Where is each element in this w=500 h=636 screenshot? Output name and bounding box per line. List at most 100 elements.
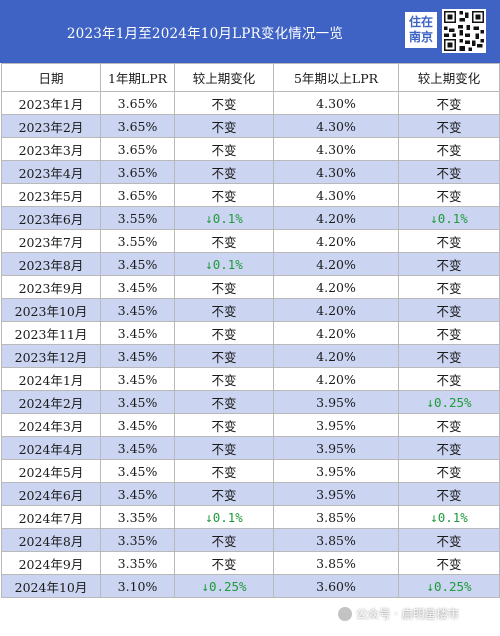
lpr-5y-cell: 3.95% bbox=[273, 436, 399, 460]
change-1y-cell: 不变 bbox=[174, 390, 274, 414]
lpr-5y-cell: 3.85% bbox=[273, 505, 399, 529]
lpr-5y-cell: 4.20% bbox=[273, 344, 399, 368]
lpr-5y-cell: 3.95% bbox=[273, 390, 399, 414]
lpr-1y-cell: 3.65% bbox=[100, 114, 175, 138]
table-row: 2023年8月 3.45% ↓0.1% 4.20% 不变 bbox=[1, 252, 500, 276]
watermark-text: 公众号 · 启明星楼市 bbox=[356, 607, 459, 621]
change-5y-cell: 不变 bbox=[398, 482, 500, 506]
date-cell: 2023年3月 bbox=[1, 137, 101, 161]
change-5y-cell: 不变 bbox=[398, 91, 500, 115]
lpr-1y-cell: 3.45% bbox=[100, 390, 175, 414]
table-row: 2024年3月 3.45% 不变 3.95% 不变 bbox=[1, 413, 500, 437]
table-row: 2023年9月 3.45% 不变 4.20% 不变 bbox=[1, 275, 500, 299]
change-1y-cell: ↓0.1% bbox=[174, 505, 274, 529]
lpr-5y-cell: 4.30% bbox=[273, 160, 399, 184]
table-row: 2023年2月 3.65% 不变 4.30% 不变 bbox=[1, 114, 500, 138]
lpr-5y-cell: 4.30% bbox=[273, 91, 399, 115]
change-5y-cell: 不变 bbox=[398, 413, 500, 437]
lpr-5y-cell: 4.20% bbox=[273, 229, 399, 253]
lpr-1y-cell: 3.35% bbox=[100, 551, 175, 575]
wechat-icon bbox=[338, 607, 352, 621]
header-banner: 2023年1月至2024年10月LPR变化情况一览 住在 南京 bbox=[0, 0, 500, 63]
column-header-5y-lpr: 5年期以上LPR bbox=[273, 63, 399, 92]
lpr-5y-cell: 4.30% bbox=[273, 183, 399, 207]
change-1y-cell: 不变 bbox=[174, 436, 274, 460]
date-cell: 2024年9月 bbox=[1, 551, 101, 575]
change-5y-cell: 不变 bbox=[398, 528, 500, 552]
change-1y-cell: 不变 bbox=[174, 229, 274, 253]
table-row: 2024年8月 3.35% 不变 3.85% 不变 bbox=[1, 528, 500, 552]
change-1y-cell: 不变 bbox=[174, 114, 274, 138]
page-title: 2023年1月至2024年10月LPR变化情况一览 bbox=[66, 25, 344, 42]
brand-logo: 住在 南京 bbox=[405, 12, 437, 48]
date-cell: 2023年6月 bbox=[1, 206, 101, 230]
change-5y-cell: 不变 bbox=[398, 275, 500, 299]
lpr-table: 日期 1年期LPR 较上期变化 5年期以上LPR 较上期变化 2023年1月 3.… bbox=[1, 63, 500, 598]
change-1y-cell: 不变 bbox=[174, 459, 274, 483]
change-5y-cell: 不变 bbox=[398, 551, 500, 575]
lpr-5y-cell: 3.85% bbox=[273, 551, 399, 575]
date-cell: 2024年1月 bbox=[1, 367, 101, 391]
lpr-5y-cell: 4.20% bbox=[273, 275, 399, 299]
table-row: 2023年1月 3.65% 不变 4.30% 不变 bbox=[1, 91, 500, 115]
date-cell: 2023年10月 bbox=[1, 298, 101, 322]
change-5y-cell: 不变 bbox=[398, 160, 500, 184]
lpr-1y-cell: 3.65% bbox=[100, 137, 175, 161]
lpr-1y-cell: 3.10% bbox=[100, 574, 175, 598]
change-1y-cell: 不变 bbox=[174, 275, 274, 299]
date-cell: 2023年2月 bbox=[1, 114, 101, 138]
date-cell: 2023年8月 bbox=[1, 252, 101, 276]
qr-code-icon bbox=[442, 9, 486, 53]
lpr-1y-cell: 3.45% bbox=[100, 459, 175, 483]
lpr-5y-cell: 4.20% bbox=[273, 367, 399, 391]
lpr-1y-cell: 3.55% bbox=[100, 229, 175, 253]
change-5y-cell: ↓0.1% bbox=[398, 206, 500, 230]
change-1y-cell: 不变 bbox=[174, 528, 274, 552]
lpr-5y-cell: 3.95% bbox=[273, 482, 399, 506]
change-1y-cell: 不变 bbox=[174, 413, 274, 437]
lpr-1y-cell: 3.45% bbox=[100, 252, 175, 276]
change-1y-cell: ↓0.1% bbox=[174, 206, 274, 230]
change-5y-cell: 不变 bbox=[398, 252, 500, 276]
table-row: 2024年1月 3.45% 不变 4.20% 不变 bbox=[1, 367, 500, 391]
lpr-1y-cell: 3.65% bbox=[100, 160, 175, 184]
column-header-5y-change: 较上期变化 bbox=[398, 63, 500, 92]
table-row: 2024年9月 3.35% 不变 3.85% 不变 bbox=[1, 551, 500, 575]
lpr-1y-cell: 3.55% bbox=[100, 206, 175, 230]
change-1y-cell: 不变 bbox=[174, 298, 274, 322]
date-cell: 2023年11月 bbox=[1, 321, 101, 345]
table-row: 2024年10月 3.10% ↓0.25% 3.60% ↓0.25% bbox=[1, 574, 500, 598]
change-1y-cell: ↓0.25% bbox=[174, 574, 274, 598]
date-cell: 2024年4月 bbox=[1, 436, 101, 460]
change-5y-cell: 不变 bbox=[398, 344, 500, 368]
table-row: 2024年4月 3.45% 不变 3.95% 不变 bbox=[1, 436, 500, 460]
table-row: 2023年3月 3.65% 不变 4.30% 不变 bbox=[1, 137, 500, 161]
change-5y-cell: ↓0.25% bbox=[398, 574, 500, 598]
lpr-5y-cell: 4.20% bbox=[273, 252, 399, 276]
change-1y-cell: 不变 bbox=[174, 91, 274, 115]
lpr-1y-cell: 3.45% bbox=[100, 298, 175, 322]
date-cell: 2024年5月 bbox=[1, 459, 101, 483]
date-cell: 2023年5月 bbox=[1, 183, 101, 207]
column-header-date: 日期 bbox=[1, 63, 101, 92]
table-row: 2023年10月 3.45% 不变 4.20% 不变 bbox=[1, 298, 500, 322]
lpr-5y-cell: 3.85% bbox=[273, 528, 399, 552]
column-header-1y-change: 较上期变化 bbox=[174, 63, 274, 92]
date-cell: 2023年7月 bbox=[1, 229, 101, 253]
change-1y-cell: 不变 bbox=[174, 344, 274, 368]
date-cell: 2023年12月 bbox=[1, 344, 101, 368]
column-header-1y-lpr: 1年期LPR bbox=[100, 63, 175, 92]
lpr-5y-cell: 4.30% bbox=[273, 137, 399, 161]
table-body: 2023年1月 3.65% 不变 4.30% 不变 2023年2月 3.65% 不变 4.30%… bbox=[1, 91, 500, 598]
change-1y-cell: 不变 bbox=[174, 551, 274, 575]
date-cell: 2023年1月 bbox=[1, 91, 101, 115]
table-row: 2023年12月 3.45% 不变 4.20% 不变 bbox=[1, 344, 500, 368]
date-cell: 2024年10月 bbox=[1, 574, 101, 598]
table-row: 2024年2月 3.45% 不变 3.95% ↓0.25% bbox=[1, 390, 500, 414]
lpr-5y-cell: 4.20% bbox=[273, 206, 399, 230]
change-1y-cell: ↓0.1% bbox=[174, 252, 274, 276]
change-1y-cell: 不变 bbox=[174, 183, 274, 207]
date-cell: 2024年6月 bbox=[1, 482, 101, 506]
lpr-1y-cell: 3.45% bbox=[100, 344, 175, 368]
lpr-1y-cell: 3.45% bbox=[100, 413, 175, 437]
